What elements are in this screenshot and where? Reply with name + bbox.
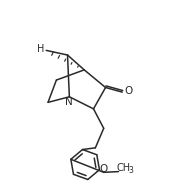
Text: O: O bbox=[100, 164, 108, 174]
Text: 3: 3 bbox=[129, 166, 134, 175]
Text: N: N bbox=[65, 97, 73, 107]
Text: O: O bbox=[124, 86, 132, 96]
Text: CH: CH bbox=[117, 163, 131, 173]
Text: H: H bbox=[37, 44, 45, 54]
